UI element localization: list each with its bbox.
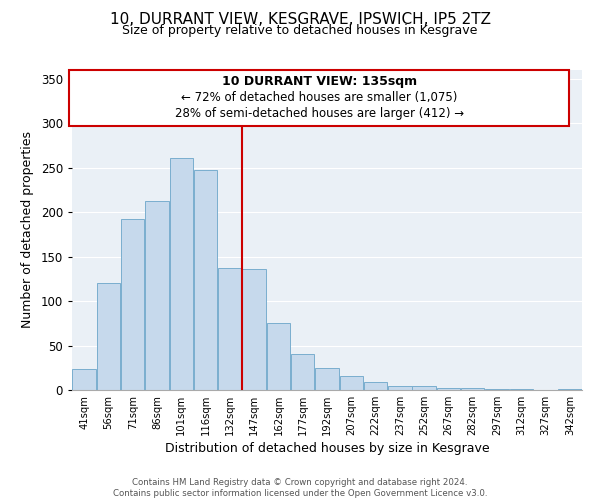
Text: 28% of semi-detached houses are larger (412) →: 28% of semi-detached houses are larger (… [175,108,464,120]
Text: 10 DURRANT VIEW: 135sqm: 10 DURRANT VIEW: 135sqm [222,74,417,88]
Y-axis label: Number of detached properties: Number of detached properties [21,132,34,328]
Text: Contains HM Land Registry data © Crown copyright and database right 2024.
Contai: Contains HM Land Registry data © Crown c… [113,478,487,498]
Bar [242,269,266,390]
Bar [388,386,412,390]
Bar [558,389,581,390]
Bar [145,200,169,390]
X-axis label: Distribution of detached houses by size in Kesgrave: Distribution of detached houses by size … [164,442,490,455]
Bar [73,368,96,390]
Bar [291,354,314,390]
Bar [485,389,509,390]
Text: Size of property relative to detached houses in Kesgrave: Size of property relative to detached ho… [122,24,478,37]
Bar [194,170,217,390]
FancyBboxPatch shape [70,70,569,126]
Bar [437,388,460,390]
Bar [509,389,533,390]
Bar [97,284,120,390]
Bar [266,324,290,390]
Bar [218,268,242,390]
Bar [461,388,484,390]
Bar [170,158,193,390]
Bar [121,220,145,390]
Bar [340,376,363,390]
Bar [364,382,388,390]
Bar [315,368,339,390]
Text: ← 72% of detached houses are smaller (1,075): ← 72% of detached houses are smaller (1,… [181,90,458,104]
Text: 10, DURRANT VIEW, KESGRAVE, IPSWICH, IP5 2TZ: 10, DURRANT VIEW, KESGRAVE, IPSWICH, IP5… [110,12,491,28]
Bar [412,386,436,390]
